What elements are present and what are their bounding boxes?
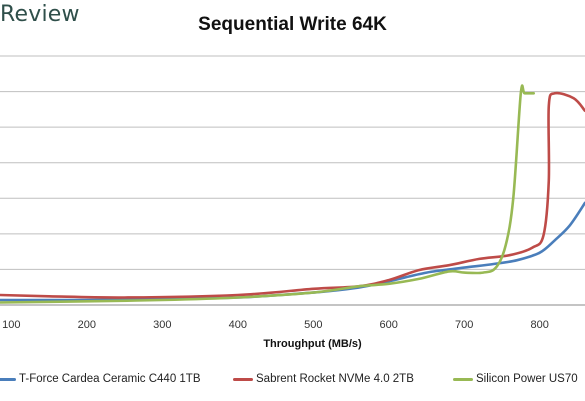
legend-swatch-sabrent bbox=[233, 377, 253, 381]
legend: T-Force Cardea Ceramic C440 1TB Sabrent … bbox=[0, 373, 585, 389]
x-axis-ticks: 100 200 300 400 500 600 700 800 bbox=[2, 319, 549, 331]
legend-swatch-tforce bbox=[0, 377, 16, 381]
legend-item-sabrent: Sabrent Rocket NVMe 4.0 2TB bbox=[233, 373, 414, 385]
legend-item-tforce: T-Force Cardea Ceramic C440 1TB bbox=[0, 373, 201, 385]
brand-logo-text: Review bbox=[0, 2, 80, 27]
legend-item-silicon-power: Silicon Power US70 bbox=[453, 373, 578, 385]
x-tick-label: 200 bbox=[78, 319, 96, 331]
series-line-silicon-power bbox=[0, 84, 535, 304]
legend-swatch-silicon-power bbox=[453, 377, 473, 381]
legend-label-tforce: T-Force Cardea Ceramic C440 1TB bbox=[19, 373, 201, 385]
gridlines bbox=[0, 55, 585, 306]
x-tick-label: 400 bbox=[229, 319, 247, 331]
x-tick-label: 100 bbox=[2, 319, 20, 331]
legend-label-silicon-power: Silicon Power US70 bbox=[476, 373, 578, 385]
x-tick-label: 600 bbox=[380, 319, 398, 331]
chart-title: Sequential Write 64K bbox=[198, 14, 387, 35]
series-line-tforce bbox=[0, 201, 585, 302]
series-line-sabrent bbox=[0, 91, 585, 299]
x-tick-label: 500 bbox=[304, 319, 322, 331]
x-tick-label: 700 bbox=[455, 319, 473, 331]
x-tick-label: 800 bbox=[531, 319, 549, 331]
x-axis-label: Throughput (MB/s) bbox=[263, 338, 362, 350]
x-tick-label: 300 bbox=[153, 319, 171, 331]
series-lines bbox=[0, 84, 585, 304]
legend-label-sabrent: Sabrent Rocket NVMe 4.0 2TB bbox=[256, 373, 414, 385]
